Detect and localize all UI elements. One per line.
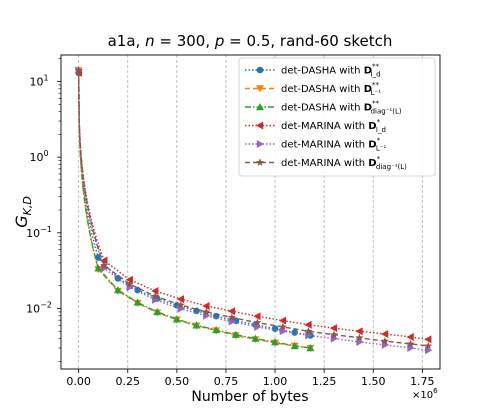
- data-point: [94, 264, 103, 272]
- data-point: [329, 324, 338, 333]
- legend-marker: [256, 121, 264, 130]
- data-point: [406, 332, 414, 341]
- legend-item-3: det-DASHA with D** diag⁻¹(L): [245, 100, 402, 116]
- data-point: [172, 315, 181, 323]
- x-scale-multiplier: ×106: [412, 387, 438, 401]
- data-point: [271, 338, 280, 346]
- legend-marker: [256, 66, 264, 74]
- x-axis-label: Number of bytes: [191, 389, 308, 405]
- data-point: [381, 336, 390, 345]
- data-point: [424, 341, 433, 350]
- data-point: [100, 256, 108, 265]
- legend-item-1: det-DASHA with D** I_d: [245, 63, 381, 79]
- series-line: [77, 70, 429, 347]
- legend-label: det-DASHA with D** I_d: [281, 63, 381, 79]
- series-line: [77, 72, 311, 337]
- x-tick-label: 0.00: [66, 375, 91, 388]
- y-tick-label: 10−1: [26, 225, 52, 240]
- data-point: [290, 341, 299, 350]
- x-tick-label: 1.75: [410, 375, 435, 388]
- tick-layer: 0.00 0.25 0.50 0.75 1.00 1.25 1.50 1.75 10−2 10−1…: [26, 58, 435, 388]
- data-point: [306, 344, 315, 352]
- data-point: [355, 327, 363, 336]
- x-tick-label: 0.75: [214, 375, 239, 388]
- y-tick-label: 100: [29, 149, 48, 164]
- y-tick-label: 10−2: [26, 300, 52, 315]
- data-point: [202, 307, 211, 316]
- data-point: [125, 279, 134, 288]
- legend-frame: [238, 57, 436, 177]
- data-point: [212, 325, 221, 334]
- plot-frame: [60, 54, 441, 370]
- legend-item-6: det-MARINA with D* diag⁻¹(L): [245, 155, 407, 171]
- legend-items: det-DASHA with D** I_d det-DASHA with D** L…: [245, 63, 407, 171]
- data-point: [176, 295, 184, 304]
- data-point: [278, 316, 287, 325]
- data-point: [227, 313, 236, 321]
- data-point: [151, 287, 159, 296]
- data-point: [74, 66, 83, 74]
- data-point: [406, 339, 415, 348]
- legend-marker: [256, 140, 264, 148]
- data-point: [304, 327, 313, 335]
- data-point: [304, 320, 312, 329]
- y-axis-label: GK,D: [12, 196, 34, 228]
- legend-item-2: det-DASHA with D** L⁻¹: [245, 81, 381, 97]
- x-tick-label: 1.00: [263, 375, 288, 388]
- data-point: [381, 329, 389, 338]
- legend-label: det-MARINA with D* I_d: [281, 118, 386, 134]
- legend-label: det-MARINA with D* diag⁻¹(L): [281, 155, 407, 171]
- x-tick-label: 0.50: [165, 375, 190, 388]
- legend-item-4: det-MARINA with D* I_d: [245, 118, 386, 134]
- data-point: [202, 301, 210, 310]
- chart-title: a1a, n = 300, p = 0.5, rand-60 sketch: [108, 32, 393, 50]
- data-point: [231, 330, 240, 338]
- legend-item-5: det-MARINA with D* L⁻¹: [245, 137, 387, 153]
- data-point: [153, 307, 162, 316]
- legend: det-DASHA with D** I_d det-DASHA with D** L…: [238, 57, 436, 177]
- data-point: [133, 298, 142, 306]
- data-point: [253, 318, 262, 327]
- data-point: [176, 300, 185, 309]
- legend-marker: [256, 158, 264, 166]
- data-point: [424, 335, 432, 344]
- data-point: [95, 254, 102, 261]
- data-point: [113, 286, 122, 294]
- data-point: [151, 292, 160, 300]
- data-point: [355, 333, 364, 342]
- data-point: [329, 330, 338, 339]
- y-tick-label: 101: [29, 73, 48, 88]
- legend-marker: [256, 103, 264, 111]
- data-point: [271, 325, 279, 333]
- data-point: [125, 275, 133, 284]
- legend-label: det-DASHA with D** L⁻¹: [281, 81, 381, 97]
- series-6: [74, 66, 433, 350]
- legend-label: det-MARINA with D* L⁻¹: [281, 137, 387, 153]
- x-tick-label: 1.25: [312, 375, 337, 388]
- data-point: [227, 307, 236, 316]
- series-layer: [74, 66, 433, 355]
- legend-marker: [256, 85, 264, 93]
- series-line: [77, 72, 429, 341]
- data-point: [278, 322, 287, 331]
- legend-label: det-DASHA with D** diag⁻¹(L): [281, 100, 402, 116]
- data-point: [253, 312, 261, 321]
- data-point: [251, 334, 260, 342]
- x-tick-label: 1.50: [361, 375, 386, 388]
- data-point: [192, 321, 201, 329]
- x-tick-label: 0.25: [116, 375, 141, 388]
- data-point: [291, 329, 298, 336]
- data-point: [100, 261, 109, 269]
